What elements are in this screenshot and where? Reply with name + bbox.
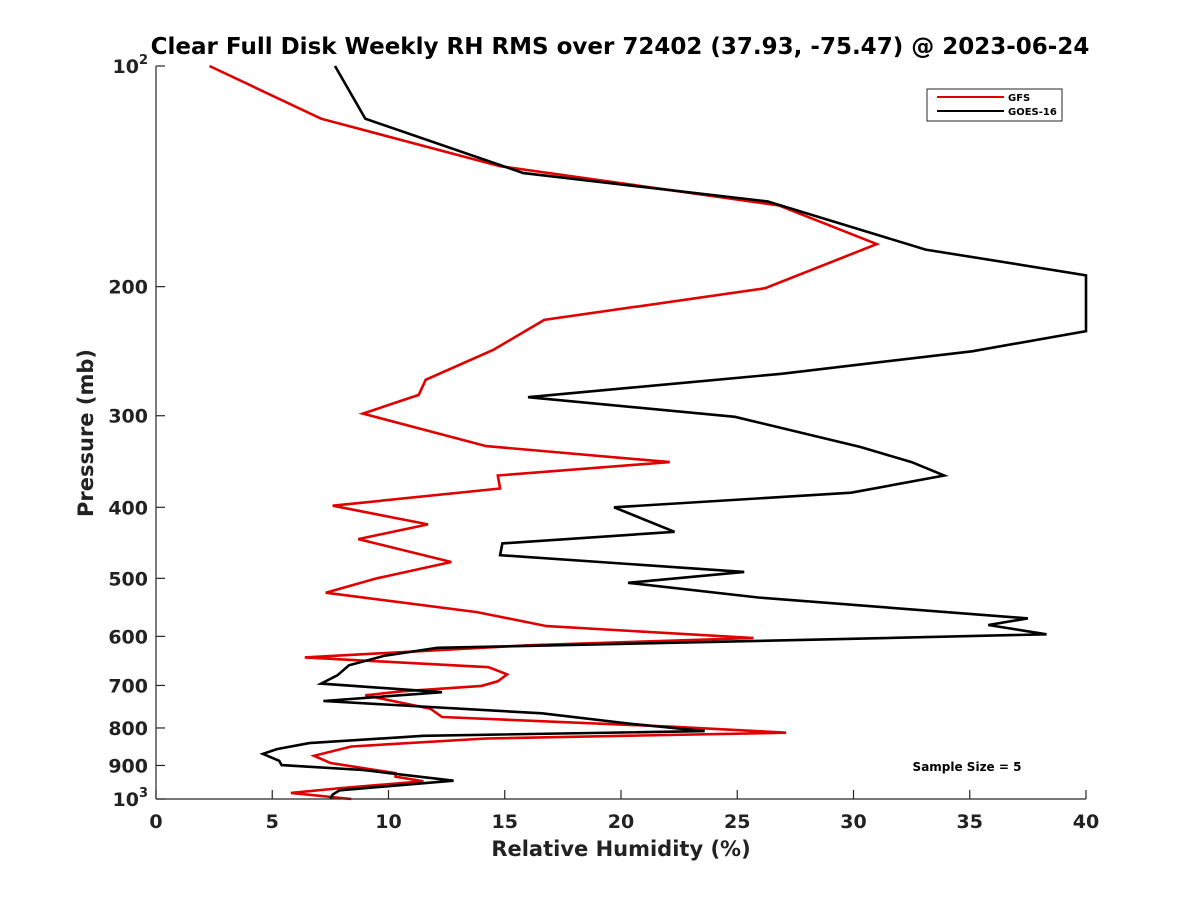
legend: GFS GOES-16 [926, 88, 1063, 122]
y-tick-label: 500 [108, 568, 148, 590]
series-line-gfs [208, 64, 881, 801]
x-tick-label: 15 [492, 811, 518, 833]
x-tick-label: 40 [1073, 811, 1099, 833]
y-axis-label: Pressure (mb) [74, 349, 98, 517]
y-tick-label: 900 [108, 755, 148, 777]
x-tick-label: 10 [375, 811, 401, 833]
y-tick-label: 600 [108, 626, 148, 648]
y-tick-label: 200 [108, 277, 148, 299]
y-tick-label: 400 [108, 497, 148, 519]
y-tick-label: 800 [108, 718, 148, 740]
series-layer [208, 64, 1088, 801]
x-tick-label: 25 [724, 811, 750, 833]
legend-label-goes16: GOES-16 [1008, 107, 1057, 118]
x-tick-label: 35 [957, 811, 983, 833]
x-ticks: 0 5 10 15 20 25 30 35 40 [149, 790, 1099, 833]
x-tick-label: 0 [149, 811, 162, 833]
series-line-goes16 [259, 65, 1088, 800]
legend-label-gfs: GFS [1008, 93, 1030, 104]
y-tick-label: 700 [108, 675, 148, 697]
x-tick-label: 20 [608, 811, 634, 833]
x-tick-label: 5 [266, 811, 279, 833]
legend-box [926, 88, 1063, 122]
sample-size-annotation: Sample Size = 5 [913, 760, 1022, 774]
x-axis-label: Relative Humidity (%) [491, 837, 750, 861]
x-tick-label: 30 [840, 811, 866, 833]
y-tick-label: 300 [108, 406, 148, 428]
chart-title: Clear Full Disk Weekly RH RMS over 72402… [151, 34, 1090, 60]
